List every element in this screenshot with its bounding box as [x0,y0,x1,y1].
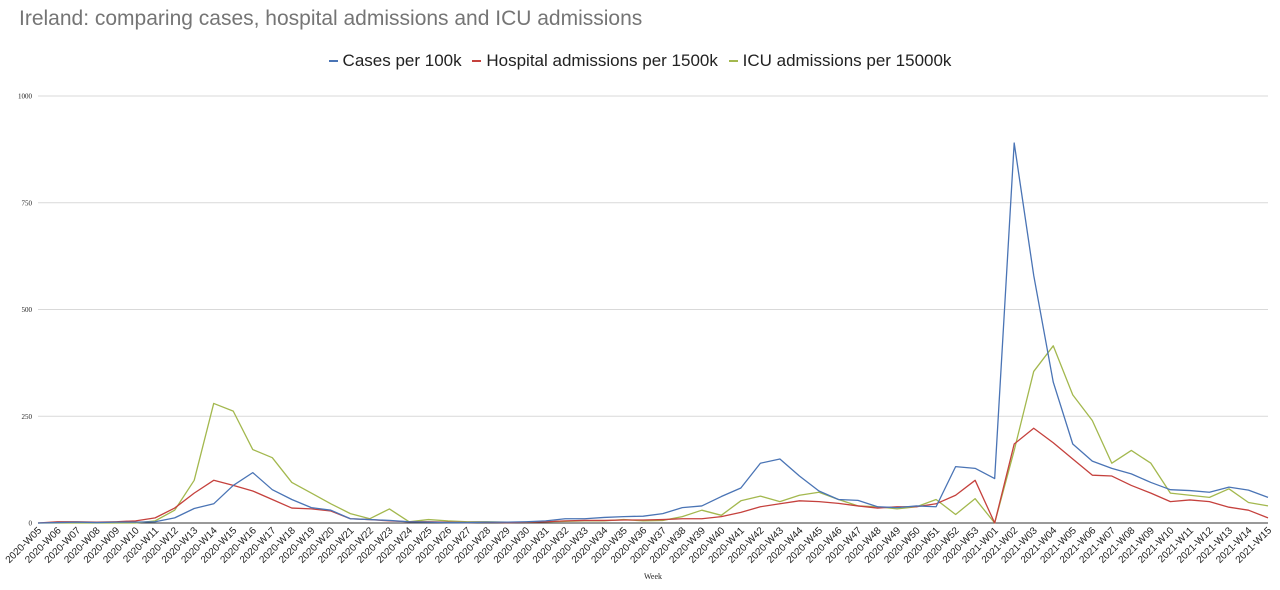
y-tick-label: 500 [22,306,33,314]
series-line-hospital [37,427,1269,524]
legend-swatch-icu [728,59,738,62]
legend-item-icu: ICU admissions per 15000k [728,51,952,71]
legend-item-cases: Cases per 100k [328,51,462,71]
legend-label-hospital: Hospital admissions per 1500k [486,51,718,70]
chart-title: Ireland: comparing cases, hospital admis… [19,7,643,30]
y-tick-label: 0 [29,520,33,528]
series-lines [37,142,1269,524]
chart-legend: Cases per 100k Hospital admissions per 1… [0,51,1280,71]
series-line-icu [38,345,1269,524]
y-axis-ticks: 1000 750 500 250 0 [18,93,33,528]
legend-swatch-hospital [472,59,482,62]
y-tick-label: 250 [22,413,33,421]
y-tick-label: 750 [22,199,33,207]
gridlines [38,95,1268,524]
y-tick-label: 1000 [18,93,33,101]
x-axis-ticks: 2020-W052020-W062020-W072020-W082020-W09… [4,525,1275,566]
x-axis-title: Week [644,572,662,581]
legend-item-hospital: Hospital admissions per 1500k [472,51,718,71]
series-line-cases [37,142,1269,524]
legend-label-cases: Cases per 100k [342,51,462,70]
legend-label-icu: ICU admissions per 15000k [742,51,952,70]
legend-swatch-cases [328,59,338,62]
